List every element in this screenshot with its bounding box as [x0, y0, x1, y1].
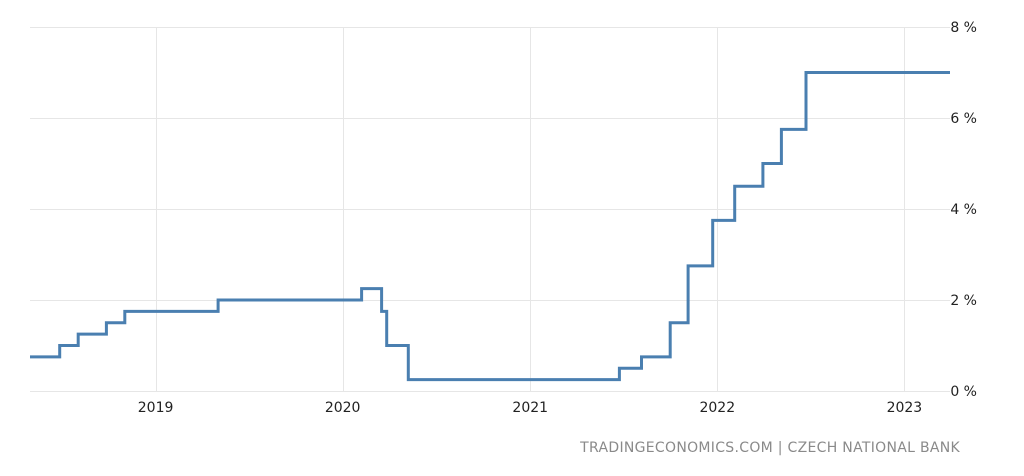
- y-axis-labels: 0 % 2 % 4 % 6 % 8 %: [950, 20, 977, 400]
- y-tick-label: 0 %: [950, 384, 977, 400]
- x-tick-label: 2021: [512, 400, 548, 416]
- source-attribution: TRADINGECONOMICS.COM | CZECH NATIONAL BA…: [580, 440, 960, 456]
- y-tick-label: 8 %: [950, 20, 977, 36]
- x-tick-label: 2019: [138, 400, 174, 416]
- series-line: [30, 71, 950, 382]
- y-tick-label: 2 %: [950, 293, 977, 309]
- x-tick-label: 2023: [887, 400, 923, 416]
- x-tick-label: 2022: [699, 400, 735, 416]
- x-tick-label: 2020: [325, 400, 361, 416]
- series-layer: [30, 71, 950, 382]
- y-tick-label: 6 %: [950, 111, 977, 127]
- x-axis-labels: 2019 2020 2021 2022 2023: [138, 400, 922, 416]
- y-tick-label: 4 %: [950, 202, 977, 218]
- grid-lines: [30, 27, 950, 392]
